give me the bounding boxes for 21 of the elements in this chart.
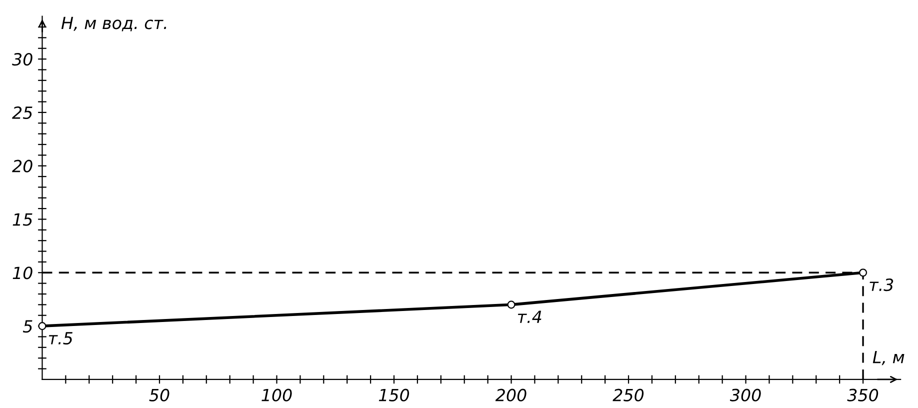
y-axis-title: H, м вод. ст. xyxy=(61,16,166,32)
x-tick-label: 300 xyxy=(730,388,761,402)
point xyxy=(859,268,868,277)
x-tick-label: 150 xyxy=(378,388,410,402)
x-tick-label: 350 xyxy=(847,388,878,402)
x-tick-label: 50 xyxy=(149,388,170,402)
y-tick-label: 10 xyxy=(12,266,32,280)
y-tick-label: 20 xyxy=(12,160,32,172)
point xyxy=(507,300,516,309)
x-axis-title: L, м xyxy=(872,351,904,366)
x-tick-label: 200 xyxy=(495,388,526,402)
x-tick-label: 100 xyxy=(262,388,292,402)
annotation: т.4 xyxy=(518,310,542,323)
y-tick-label: 25 xyxy=(12,106,32,120)
annotation: т.3 xyxy=(870,278,894,292)
point xyxy=(38,322,46,330)
x-tick-label: 250 xyxy=(612,388,644,402)
y-tick-label: 15 xyxy=(12,213,32,226)
y-tick-label: 30 xyxy=(12,53,32,66)
y-tick-label: 5 xyxy=(22,320,32,333)
annotation: т.5 xyxy=(48,332,72,344)
